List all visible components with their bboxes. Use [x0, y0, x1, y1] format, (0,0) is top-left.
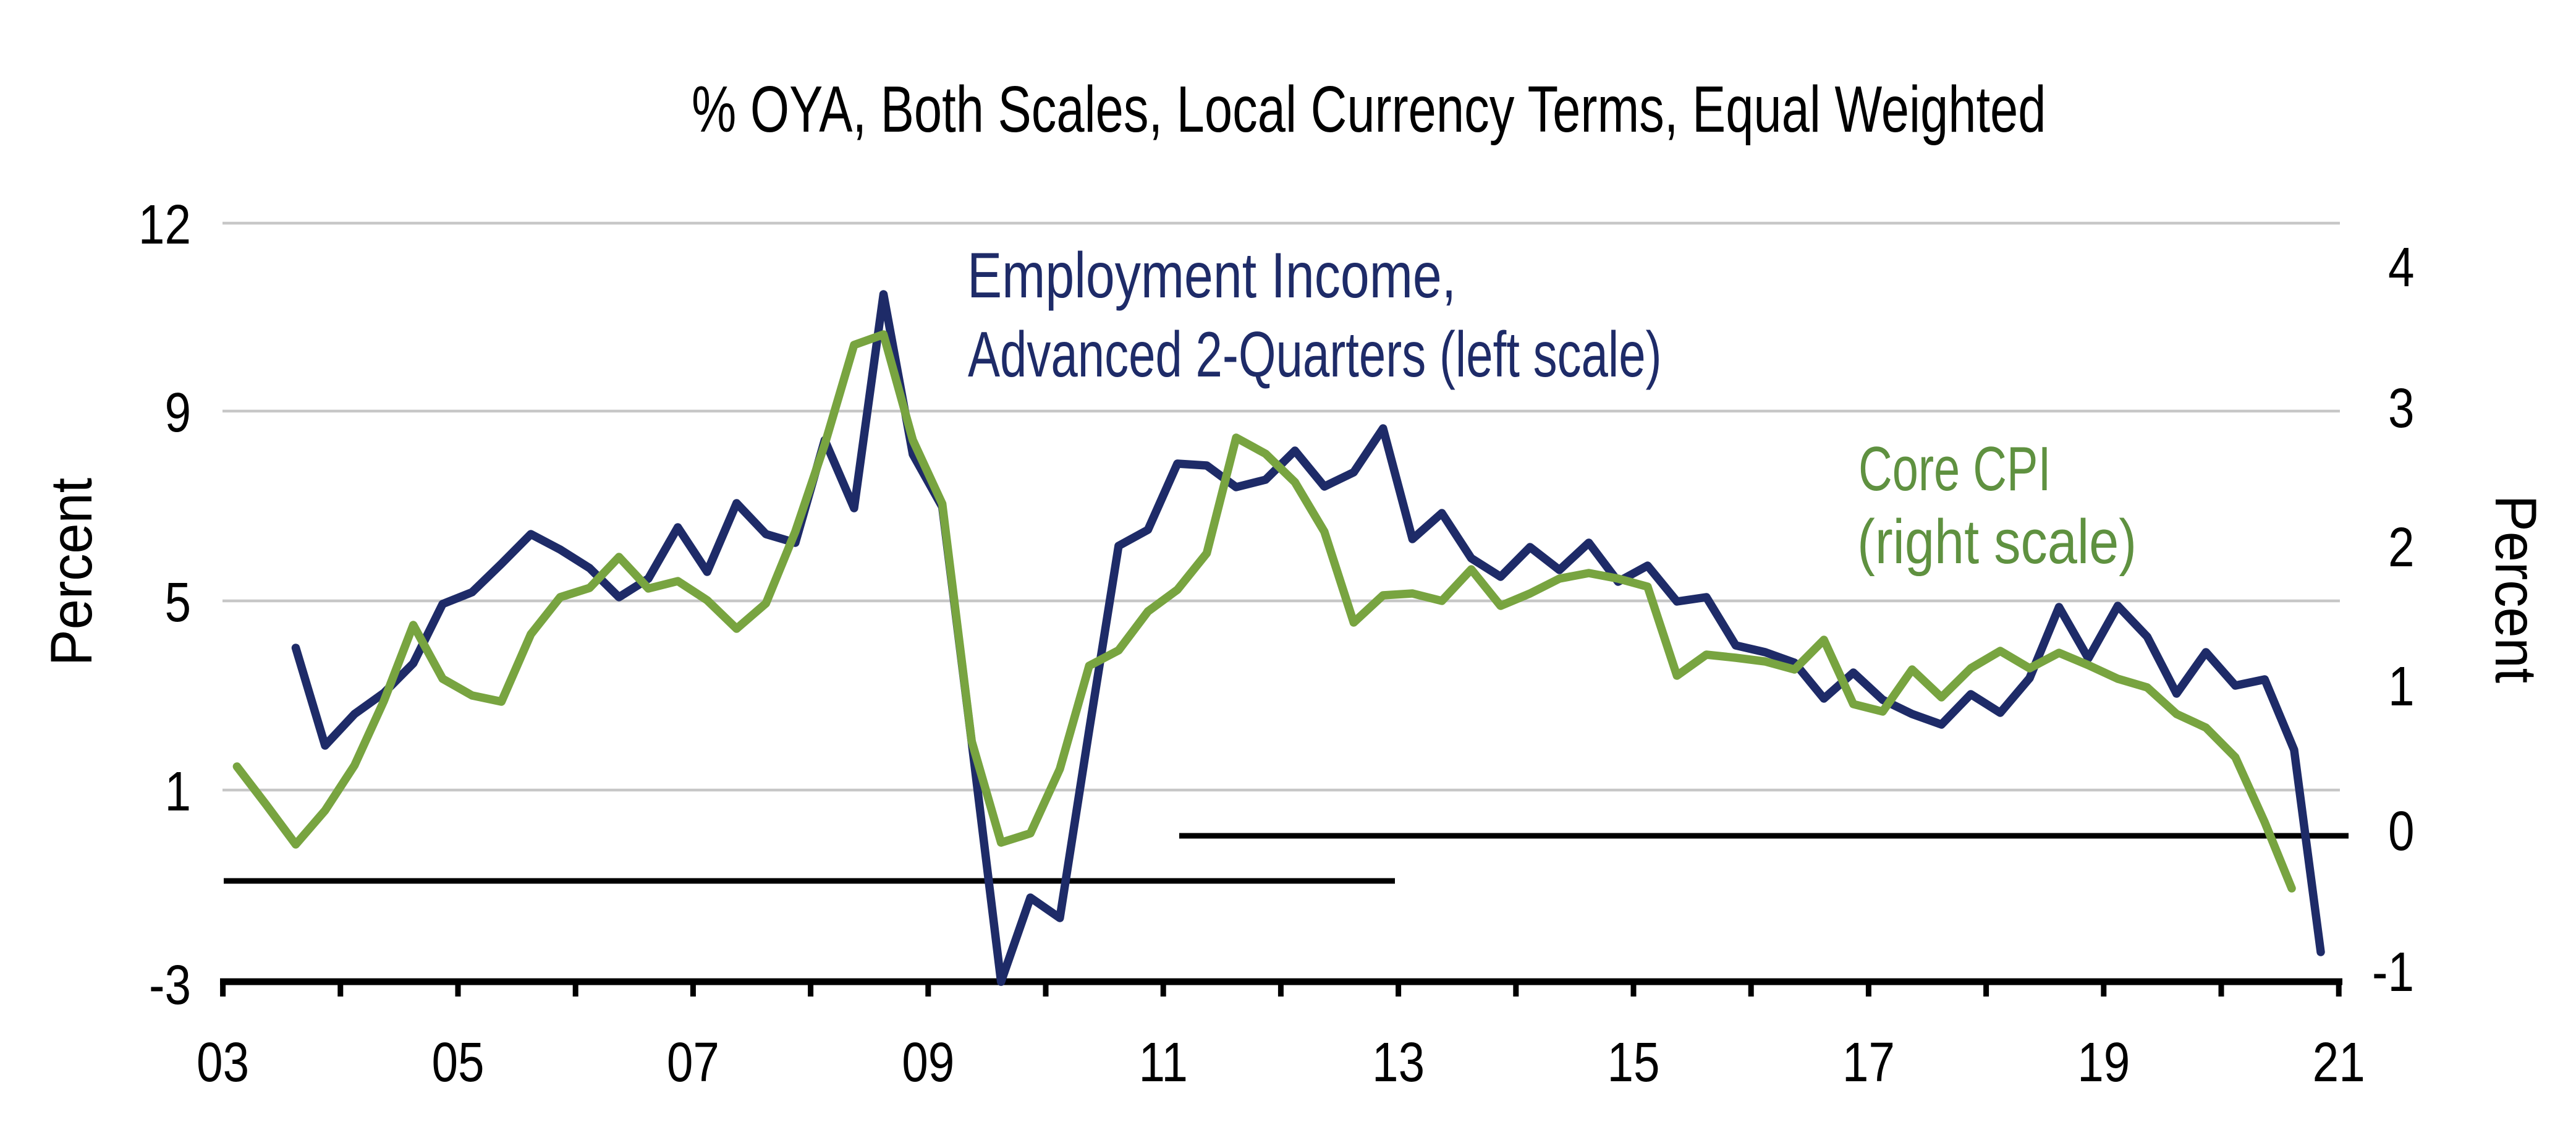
svg-text:3: 3 [2388, 376, 2415, 439]
svg-text:07: 07 [667, 1031, 719, 1093]
svg-text:12: 12 [138, 193, 191, 255]
svg-text:11: 11 [1138, 1031, 1187, 1093]
svg-text:-3: -3 [149, 953, 191, 1016]
svg-text:21: 21 [2313, 1031, 2365, 1093]
svg-text:Core CPI: Core CPI [1858, 433, 2051, 503]
svg-text:13: 13 [1372, 1031, 1425, 1093]
svg-text:Advanced 2-Quarters (left scal: Advanced 2-Quarters (left scale) [968, 319, 1662, 390]
svg-text:2: 2 [2388, 516, 2415, 578]
svg-text:1: 1 [164, 760, 191, 822]
svg-text:Percent: Percent [39, 478, 104, 666]
svg-text:% OYA, Both Scales, Local Curr: % OYA, Both Scales, Local Currency Terms… [692, 73, 2046, 147]
svg-text:09: 09 [902, 1031, 954, 1093]
svg-text:9: 9 [164, 381, 191, 443]
svg-text:05: 05 [431, 1031, 484, 1093]
svg-text:Employment Income,: Employment Income, [967, 240, 1456, 312]
svg-text:4: 4 [2388, 236, 2415, 298]
svg-text:-1: -1 [2372, 940, 2414, 1003]
svg-text:19: 19 [2077, 1031, 2130, 1093]
svg-text:1: 1 [2388, 655, 2415, 717]
svg-text:Percent: Percent [2483, 495, 2548, 683]
svg-text:03: 03 [197, 1031, 249, 1093]
svg-text:17: 17 [1842, 1031, 1895, 1093]
svg-text:0: 0 [2388, 799, 2415, 862]
svg-text:(right scale): (right scale) [1857, 507, 2137, 577]
svg-text:5: 5 [164, 571, 191, 633]
svg-text:15: 15 [1607, 1031, 1659, 1093]
